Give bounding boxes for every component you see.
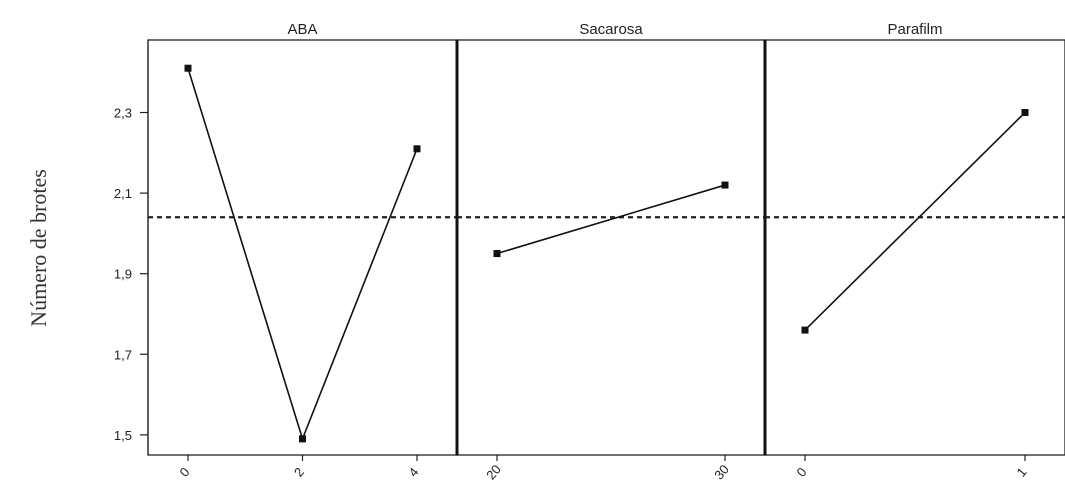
x-tick-label: 2	[291, 465, 307, 480]
series-line	[187, 67, 418, 442]
data-point	[493, 250, 501, 258]
panel-title: ABA	[287, 21, 317, 38]
panel-frame	[456, 39, 766, 456]
data-point	[721, 181, 729, 189]
x-tick-label: 0	[176, 465, 192, 480]
series-line	[496, 184, 726, 255]
y-axis: 1,5 1,7 1,9 2,1 2,3	[114, 40, 149, 455]
panel-sacarosa: Sacarosa 20 30	[455, 21, 766, 483]
panels: ABA 0 2 4 Sacarosa 20 30 Parafilm 0 1	[147, 21, 1065, 483]
panel-frame	[147, 39, 458, 456]
panel-parafilm: Parafilm 0 1	[763, 21, 1065, 480]
series-line	[804, 111, 1026, 331]
y-tick-label: 2,1	[114, 186, 132, 201]
y-tick-label: 1,7	[114, 347, 132, 362]
panel-frame	[764, 39, 1065, 456]
x-tick-label: 1	[1013, 465, 1029, 480]
data-point	[299, 435, 306, 443]
y-tick-label: 1,5	[114, 428, 132, 443]
x-tick-label: 30	[711, 462, 732, 483]
data-point	[413, 145, 421, 153]
panel-title: Parafilm	[887, 21, 942, 38]
y-tick-label: 2,3	[114, 106, 132, 121]
data-point	[1021, 109, 1029, 117]
panel-title: Sacarosa	[579, 21, 643, 38]
y-tick-label: 1,9	[114, 267, 132, 282]
x-tick-label: 0	[793, 465, 809, 480]
data-point	[184, 64, 192, 72]
panel-aba: ABA 0 2 4	[147, 21, 458, 480]
y-axis-label: Número de brotes	[26, 169, 51, 327]
x-tick-label: 4	[405, 465, 421, 480]
data-point	[801, 326, 809, 334]
x-tick-label: 20	[483, 462, 504, 483]
